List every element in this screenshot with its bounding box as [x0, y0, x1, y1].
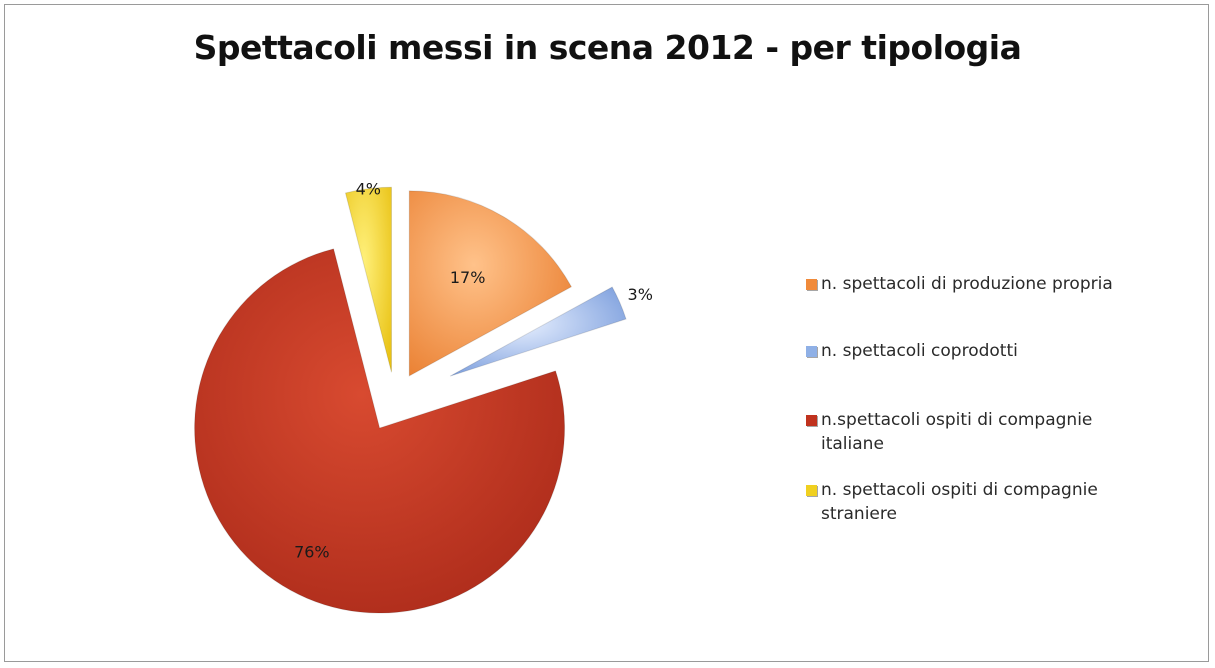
slice-data-label: 4%: [356, 180, 381, 199]
legend-swatch: [806, 279, 817, 290]
legend-item: n. spettacoli coprodotti: [806, 339, 1151, 363]
legend-swatch: [806, 346, 817, 357]
pie-slice: [194, 248, 566, 614]
chart-title: Spettacoli messi in scena 2012 - per tip…: [193, 28, 1022, 67]
legend-item: n.spettacoli ospiti di compagnie italian…: [806, 408, 1151, 456]
legend-item: n. spettacoli ospiti di compagnie strani…: [806, 478, 1151, 526]
chart-frame: [4, 4, 1209, 662]
pie-slice: [449, 286, 627, 377]
legend-label: n. spettacoli ospiti di compagnie strani…: [821, 480, 1098, 524]
slice-data-label: 17%: [450, 268, 486, 287]
legend-swatch: [806, 415, 817, 426]
pie-slice: [344, 186, 392, 373]
pie-slice: [408, 190, 573, 377]
legend-label: n. spettacoli di produzione propria: [821, 274, 1113, 294]
legend-swatch: [806, 485, 817, 496]
legend-label: n. spettacoli coprodotti: [821, 341, 1018, 361]
slice-data-label: 76%: [294, 542, 330, 561]
slice-data-label: 3%: [628, 285, 653, 304]
legend-item: n. spettacoli di produzione propria: [806, 272, 1151, 296]
legend-label: n.spettacoli ospiti di compagnie italian…: [821, 410, 1093, 454]
